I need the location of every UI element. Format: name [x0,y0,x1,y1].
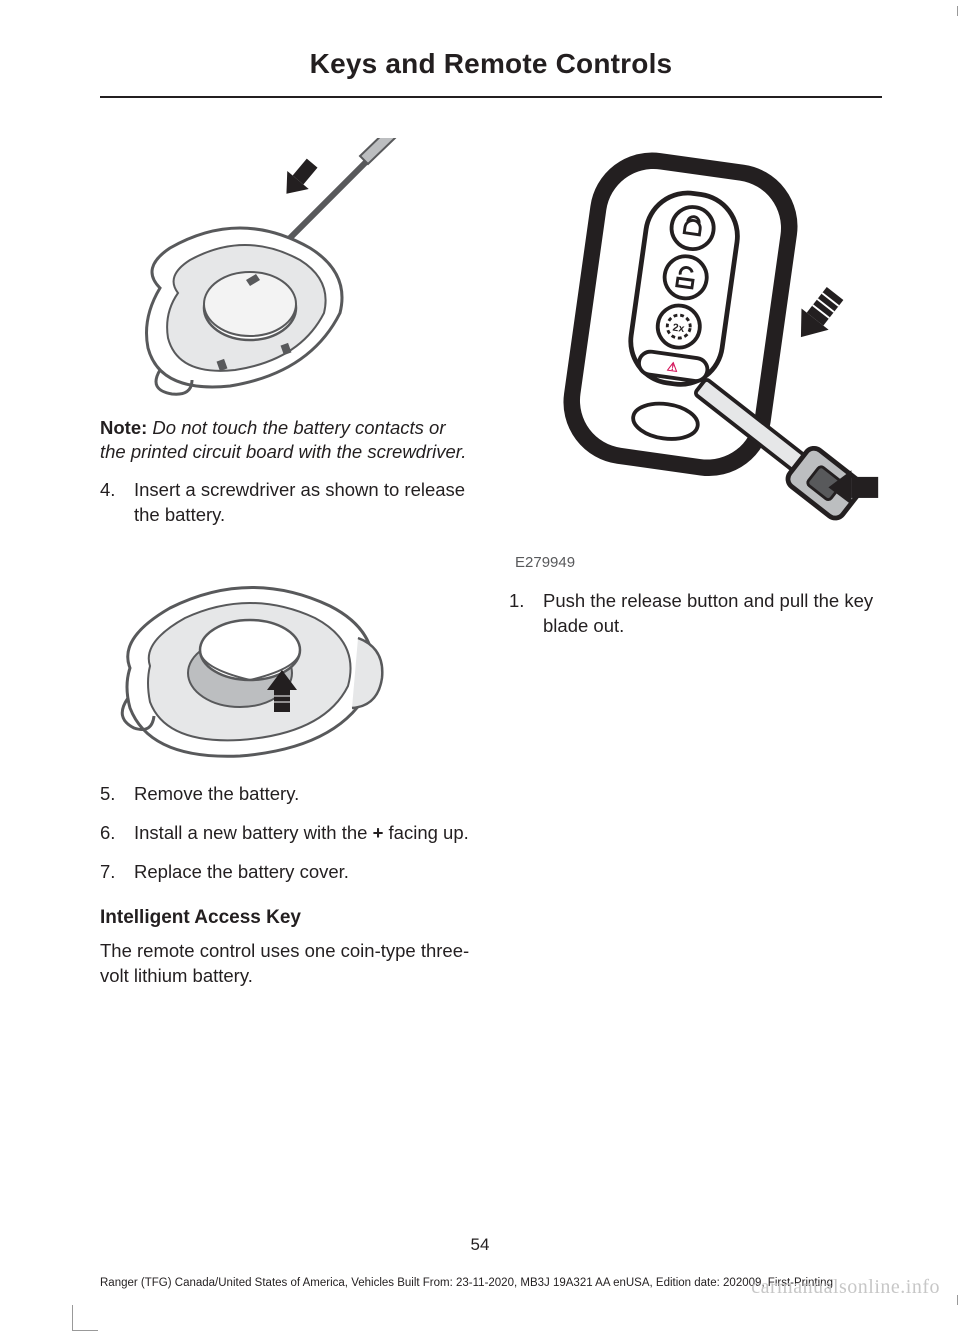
step-7: 7. Replace the battery cover. [100,860,473,885]
step-number: 6. [100,821,134,846]
step-6: 6. Install a new battery with the + faci… [100,821,473,846]
step-number: 1. [509,589,543,639]
note-text: Note: Do not touch the battery contacts … [100,416,473,464]
step-4: 4. Insert a screwdriver as shown to rele… [100,478,473,528]
step-text: Push the release button and pull the key… [543,589,882,639]
step-text: Remove the battery. [134,782,473,807]
footer-metadata: Ranger (TFG) Canada/United States of Ame… [100,1277,833,1289]
step-number: 5. [100,782,134,807]
crop-mark [954,1295,958,1305]
left-column: Note: Do not touch the battery contacts … [100,138,473,989]
page-number: 54 [0,1235,960,1255]
content-columns: Note: Do not touch the battery contacts … [100,138,882,989]
step-text: Insert a screwdriver as shown to release… [134,478,473,528]
svg-text:2x: 2x [672,322,685,336]
step-1: 1. Push the release button and pull the … [509,589,882,639]
right-column: 2x ⚠ [509,138,882,989]
subheading-intelligent-access: Intelligent Access Key [100,907,473,929]
crop-mark [954,6,958,16]
plus-symbol: + [373,822,384,843]
step-5: 5. Remove the battery. [100,782,473,807]
paragraph: The remote control uses one coin-type th… [100,939,473,989]
figure-screwdriver-insert [100,138,473,408]
manual-page: Keys and Remote Controls [0,0,960,1337]
figure-caption: E279949 [515,554,882,571]
figure-battery-remove [100,538,473,768]
step-text-post: facing up. [383,822,468,843]
note-label: Note: [100,417,147,438]
figure-key-fob: 2x ⚠ [509,138,882,548]
step-number: 4. [100,478,134,528]
step-number: 7. [100,860,134,885]
note-body: Do not touch the battery contacts or the… [100,417,466,462]
step-text: Install a new battery with the + facing … [134,821,473,846]
svg-text:⚠: ⚠ [666,359,680,375]
crop-mark [72,1305,98,1331]
watermark: carmanualsonline.info [751,1276,940,1299]
step-text-pre: Install a new battery with the [134,822,373,843]
step-text: Replace the battery cover. [134,860,473,885]
page-title: Keys and Remote Controls [100,48,882,98]
